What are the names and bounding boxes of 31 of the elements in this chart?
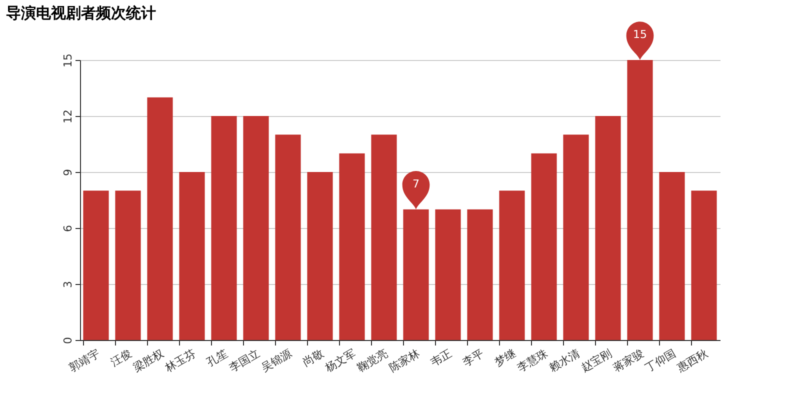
- x-tick-label: 郭靖宇: [66, 346, 102, 374]
- bar: [595, 116, 621, 340]
- bar: [371, 134, 397, 340]
- bar: [531, 153, 557, 340]
- bar: [275, 134, 301, 340]
- bar: [307, 172, 333, 340]
- bar: [467, 209, 493, 340]
- bar: [211, 116, 237, 340]
- bar: [659, 172, 685, 340]
- chart-title: 导演电视剧者频次统计: [6, 4, 156, 23]
- y-tick-label: 15: [62, 54, 74, 68]
- y-tick-label: 9: [62, 169, 74, 176]
- annotation: 7: [412, 177, 420, 190]
- bar: [499, 190, 525, 340]
- y-tick-label: 12: [62, 110, 74, 124]
- y-tick-label: 0: [62, 337, 74, 344]
- y-tick-label: 6: [62, 225, 74, 232]
- bar: [243, 116, 269, 340]
- bar: [691, 190, 717, 340]
- x-tick-label: 韦正: [428, 346, 454, 369]
- bar: [179, 172, 205, 340]
- x-tick-label: 丁仰国: [642, 346, 678, 374]
- bar: [83, 190, 109, 340]
- y-tick-label: 3: [62, 281, 74, 288]
- bar: [115, 190, 141, 340]
- bar: [339, 153, 365, 340]
- annotation: 15: [633, 28, 647, 41]
- bar: [147, 97, 173, 340]
- bar: [563, 134, 589, 340]
- bar: [435, 209, 461, 340]
- x-tick-label: 李平: [460, 346, 486, 369]
